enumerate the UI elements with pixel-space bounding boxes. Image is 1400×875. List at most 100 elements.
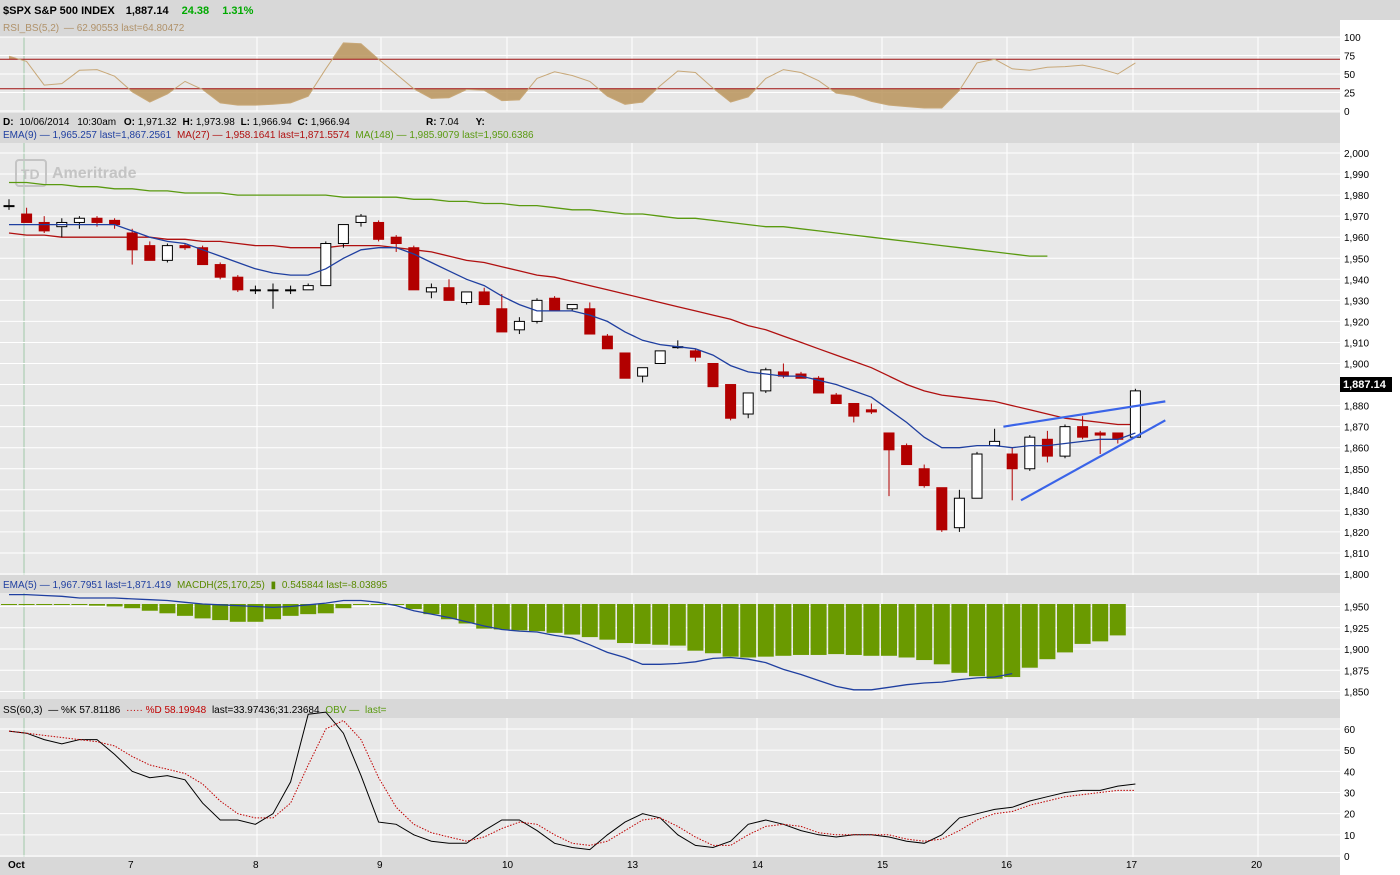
macdh-bar xyxy=(529,604,545,632)
time-value: 10:30am xyxy=(77,117,116,128)
price-axis-label: 1,840 xyxy=(1344,486,1369,497)
candle-body xyxy=(38,221,50,232)
price-axis-label: 1,820 xyxy=(1344,528,1369,539)
macdh-bar xyxy=(986,604,1003,679)
obv-values: last= xyxy=(365,705,387,716)
candle-body xyxy=(373,221,385,240)
macdh-bar xyxy=(634,604,651,644)
high-value: 1,973.98 xyxy=(196,117,235,128)
rsi-fill-area xyxy=(332,42,379,60)
macdh-bar xyxy=(581,604,598,638)
candle xyxy=(619,352,631,379)
candles-group xyxy=(3,199,1141,532)
ma148-swatch: — xyxy=(397,130,407,141)
price-axis-label: 1,900 xyxy=(1344,360,1369,371)
candle xyxy=(865,403,877,415)
candle xyxy=(373,220,385,242)
macdh-bar xyxy=(317,604,334,614)
macdh-bar xyxy=(1021,604,1038,668)
candle-body xyxy=(267,289,279,292)
candle xyxy=(249,285,261,295)
x-axis-label: 17 xyxy=(1126,860,1138,871)
candle xyxy=(214,262,226,280)
ema9-label: EMA(9) xyxy=(3,130,37,141)
rsi-axis-label: 0 xyxy=(1344,107,1350,118)
price-axis-label: 1,860 xyxy=(1344,444,1369,455)
macd-axis-label: 1,875 xyxy=(1344,666,1369,677)
candle xyxy=(443,279,455,301)
macd-ema-swatch: — xyxy=(40,580,50,591)
rsi-panel xyxy=(0,37,1340,113)
candle-body xyxy=(619,352,631,379)
candle-body xyxy=(302,285,314,291)
y-label: Y: xyxy=(476,117,485,128)
price-axis-label: 1,930 xyxy=(1344,296,1369,307)
date-label: D: xyxy=(3,117,14,128)
price-axis-label: 1,960 xyxy=(1344,233,1369,244)
range-value: 7.04 xyxy=(439,117,459,128)
macdh-bar xyxy=(71,604,88,605)
right-axis-area xyxy=(1340,20,1400,875)
candle-body xyxy=(953,497,965,529)
candle-body xyxy=(566,304,578,310)
ma27-label: MA(27) xyxy=(177,130,210,141)
macdh-bar xyxy=(89,604,105,606)
macdh-bar xyxy=(1092,604,1109,642)
stoch-d-values: %D 58.19948 xyxy=(146,705,207,716)
ema9-group xyxy=(9,223,1136,449)
stoch-last-values: last=33.97436;31.23684 xyxy=(212,705,320,716)
x-axis-label: 13 xyxy=(627,860,639,871)
candle-body xyxy=(285,289,297,292)
grid-lines xyxy=(0,36,1340,857)
macd-axis-label: 1,850 xyxy=(1344,688,1369,699)
last-price-badge-box xyxy=(1340,377,1392,392)
price-axis-label: 1,800 xyxy=(1344,570,1369,581)
rsi-axis-label: 25 xyxy=(1344,89,1356,100)
candle xyxy=(725,384,737,421)
candle-body xyxy=(425,287,437,293)
macdh-bar xyxy=(177,604,193,616)
watermark: TD Ameritrade xyxy=(15,159,137,187)
candle xyxy=(126,228,138,265)
candle-body xyxy=(1077,426,1089,438)
macdh-bar xyxy=(212,604,229,621)
macdh-bar xyxy=(106,604,123,607)
stoch-k-swatch: — xyxy=(48,705,58,716)
candle-body xyxy=(760,369,772,392)
close-label: C: xyxy=(298,117,309,128)
rsi-fill-area xyxy=(829,88,961,109)
candle-body xyxy=(883,432,895,451)
macdh-bar xyxy=(159,604,176,614)
candle xyxy=(971,451,983,499)
macdh-bar xyxy=(951,604,968,673)
trendline xyxy=(1020,419,1166,502)
ma148-line xyxy=(9,181,1048,257)
candle-body xyxy=(144,245,156,261)
candle-body xyxy=(513,320,525,331)
stoch-axis-label: 40 xyxy=(1344,767,1356,778)
candle xyxy=(425,283,437,299)
macdh-bar xyxy=(53,604,70,605)
candle xyxy=(1129,388,1141,438)
candle-body xyxy=(936,487,948,531)
last-price: 1,887.14 xyxy=(126,5,170,17)
candle-body xyxy=(707,363,719,388)
candle-body xyxy=(478,291,490,306)
macdh-bar xyxy=(669,604,686,646)
price-axis-label: 1,980 xyxy=(1344,191,1369,202)
rsi-fill-group xyxy=(9,42,961,109)
macdh-bar xyxy=(546,604,563,633)
price-axis-label: 1,970 xyxy=(1344,212,1369,223)
price-axis-label: 1,810 xyxy=(1344,549,1369,560)
stoch-axis-label: 20 xyxy=(1344,810,1356,821)
rsi-fill-area xyxy=(713,88,756,103)
candle-body xyxy=(848,402,860,417)
candle xyxy=(161,243,173,263)
stoch-panel xyxy=(0,718,1340,857)
header-line: $SPX S&P 500 INDEX 1,887.14 24.38 1.31% xyxy=(3,5,254,17)
x-axis-label: Oct xyxy=(8,860,25,871)
candle-body xyxy=(249,289,261,292)
macdh-bar xyxy=(793,604,809,655)
candle-body xyxy=(654,350,666,364)
candle-body xyxy=(21,213,33,223)
